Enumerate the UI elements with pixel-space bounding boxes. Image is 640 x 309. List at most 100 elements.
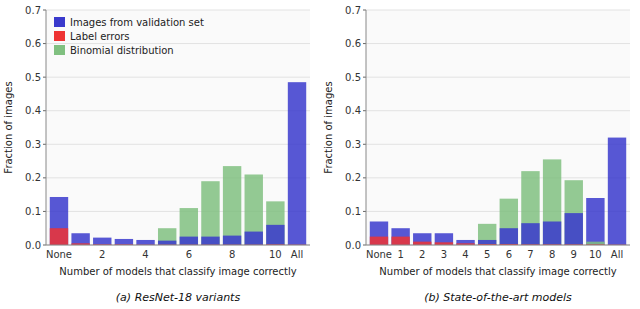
bars bbox=[50, 82, 306, 245]
bar bbox=[50, 228, 68, 245]
bar bbox=[370, 222, 388, 246]
y-tick-label: 0.3 bbox=[345, 139, 361, 150]
x-tick-label: 1 bbox=[397, 249, 403, 260]
bar bbox=[435, 233, 453, 245]
bar bbox=[413, 242, 431, 245]
bar bbox=[478, 224, 496, 245]
bar bbox=[136, 240, 154, 245]
bar bbox=[543, 222, 561, 246]
bar bbox=[158, 228, 176, 245]
y-tick-label: 0.2 bbox=[25, 172, 41, 183]
grid-line bbox=[46, 110, 310, 111]
grid-line bbox=[366, 43, 630, 44]
bar bbox=[500, 228, 518, 245]
x-tick-label: All bbox=[611, 249, 623, 260]
x-tick-label: 7 bbox=[527, 249, 533, 260]
grid-line bbox=[46, 177, 310, 178]
bar bbox=[201, 181, 219, 245]
x-tick-label: 4 bbox=[462, 249, 468, 260]
grid-line bbox=[366, 10, 630, 11]
chart-title: (b) State-of-the-art models bbox=[424, 291, 572, 304]
x-tick-label: 10 bbox=[589, 249, 602, 260]
bar bbox=[565, 213, 583, 245]
y-tick-label: 0.1 bbox=[25, 206, 41, 217]
bar bbox=[115, 239, 133, 245]
legend: Images from validation setLabel errorsBi… bbox=[54, 17, 204, 56]
plot-area bbox=[366, 10, 630, 245]
y-axis-line bbox=[46, 10, 47, 245]
x-tick-label: 10 bbox=[269, 249, 282, 260]
y-tick-label: 0.3 bbox=[25, 139, 41, 150]
grid-line bbox=[366, 177, 630, 178]
bar bbox=[93, 238, 111, 245]
bar bbox=[266, 201, 284, 245]
y-tick-label: 0.5 bbox=[345, 72, 361, 83]
bar bbox=[288, 82, 306, 245]
y-tick-label: 0.4 bbox=[25, 105, 41, 116]
bars bbox=[370, 138, 626, 245]
grid-line bbox=[46, 245, 310, 246]
legend-swatch bbox=[54, 45, 65, 55]
x-tick-label: 8 bbox=[229, 249, 235, 260]
bar bbox=[456, 240, 474, 245]
grid-line bbox=[366, 245, 630, 246]
legend-swatch bbox=[54, 17, 65, 27]
panel: 0.00.10.20.30.40.50.60.7None246810AllNum… bbox=[3, 5, 310, 305]
bar bbox=[180, 208, 198, 245]
bar bbox=[158, 241, 176, 245]
x-axis-line bbox=[46, 245, 310, 246]
x-tick-label: 5 bbox=[484, 249, 490, 260]
bar bbox=[586, 198, 604, 245]
x-tick-label: 8 bbox=[549, 249, 555, 260]
panel: 0.00.10.20.30.40.50.60.7None12345678910A… bbox=[323, 5, 630, 305]
bar bbox=[500, 199, 518, 245]
bar bbox=[245, 232, 263, 245]
bar bbox=[266, 225, 284, 245]
y-tick-label: 0.1 bbox=[345, 206, 361, 217]
bar bbox=[391, 237, 409, 245]
chart-canvas: 0.0 0.1 0.2 0.3 0.4 0.5 0.6 0.7 None 2 4 6 8 10 All Num… bbox=[0, 0, 640, 309]
bar bbox=[223, 236, 241, 245]
bar bbox=[521, 171, 539, 245]
bar bbox=[201, 237, 219, 245]
x-tick-label: 3 bbox=[441, 249, 447, 260]
bar bbox=[245, 175, 263, 246]
bar bbox=[565, 180, 583, 245]
legend-label: Label errors bbox=[70, 31, 130, 42]
x-tick-label: 2 bbox=[419, 249, 425, 260]
grid-line bbox=[46, 144, 310, 145]
grid-line bbox=[46, 43, 310, 44]
y-tick-label: 0.0 bbox=[345, 240, 361, 251]
x-tick-label: 4 bbox=[142, 249, 148, 260]
x-tick-label: All bbox=[291, 249, 303, 260]
y-tick-label: 0.0 bbox=[25, 240, 41, 251]
bar bbox=[71, 233, 89, 245]
y-tick-label: 0.2 bbox=[345, 172, 361, 183]
bar bbox=[586, 242, 604, 245]
y-tick-label: 0.4 bbox=[345, 105, 361, 116]
bar bbox=[478, 240, 496, 245]
x-tick-label: 2 bbox=[99, 249, 105, 260]
grid-line bbox=[46, 10, 310, 11]
bar bbox=[223, 166, 241, 245]
bar bbox=[608, 138, 626, 245]
x-tick-label: None bbox=[366, 249, 392, 260]
legend-label: Images from validation set bbox=[70, 17, 204, 28]
x-tick-label: 9 bbox=[571, 249, 577, 260]
grid-line bbox=[46, 77, 310, 78]
x-axis-label: Number of models that classify image cor… bbox=[59, 266, 296, 277]
plot-area bbox=[46, 10, 310, 245]
y-tick-label: 0.6 bbox=[25, 38, 41, 49]
y-axis-label: Fraction of images bbox=[323, 81, 334, 173]
bar bbox=[413, 233, 431, 245]
y-tick-label: 0.7 bbox=[25, 5, 41, 16]
y-axis-label: Fraction of images bbox=[3, 81, 14, 173]
x-tick-label: None bbox=[46, 249, 72, 260]
x-axis-line bbox=[366, 245, 630, 246]
x-axis-label: Number of models that classify image cor… bbox=[379, 266, 616, 277]
bar bbox=[521, 223, 539, 245]
legend-swatch bbox=[54, 31, 65, 41]
bar bbox=[50, 197, 68, 245]
y-tick-label: 0.7 bbox=[345, 5, 361, 16]
x-tick-label: 6 bbox=[186, 249, 192, 260]
